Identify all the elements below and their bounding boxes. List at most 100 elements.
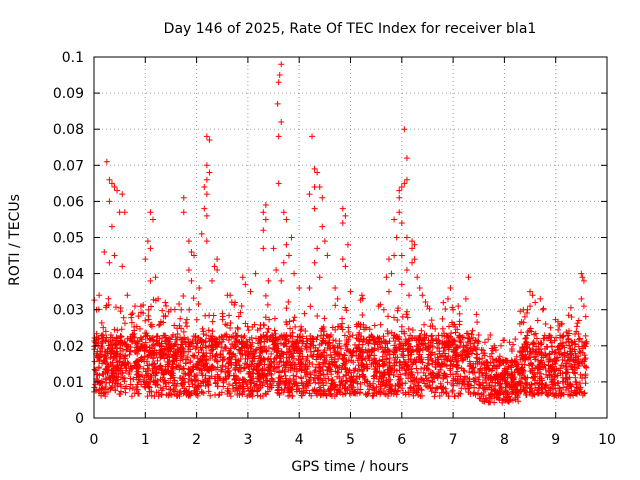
roti-point <box>252 382 259 389</box>
roti-point <box>352 341 359 348</box>
roti-point <box>510 376 517 383</box>
roti-point <box>221 332 228 339</box>
roti-point <box>398 183 405 190</box>
roti-point <box>502 387 509 394</box>
roti-point <box>152 274 159 281</box>
roti-point <box>121 362 128 369</box>
roti-point <box>497 376 504 383</box>
roti-point <box>99 384 106 391</box>
roti-point <box>412 358 419 365</box>
roti-point <box>527 348 534 355</box>
roti-point <box>411 381 418 388</box>
roti-point <box>287 332 294 339</box>
roti-point <box>482 374 489 381</box>
roti-point <box>579 345 586 352</box>
roti-point <box>257 333 264 340</box>
roti-point <box>167 306 174 313</box>
y-tick-label: 0.02 <box>53 339 84 355</box>
roti-point <box>163 343 170 350</box>
roti-point <box>578 295 585 302</box>
x-tick-label: 4 <box>295 432 304 448</box>
roti-point <box>385 313 392 320</box>
roti-point <box>180 293 187 300</box>
roti-point <box>375 378 382 385</box>
roti-point <box>300 363 307 370</box>
roti-point <box>171 388 178 395</box>
roti-point <box>124 292 131 299</box>
roti-point <box>523 339 530 346</box>
roti-point <box>468 331 475 338</box>
roti-point <box>237 309 244 316</box>
roti-point <box>488 350 495 357</box>
roti-point <box>566 342 573 349</box>
roti-point <box>141 374 148 381</box>
roti-point <box>332 285 339 292</box>
roti-point <box>537 358 544 365</box>
roti-point <box>219 310 226 317</box>
roti-point <box>132 339 139 346</box>
roti-point <box>451 356 458 363</box>
roti-point <box>135 358 142 365</box>
axis-ticks <box>93 56 608 419</box>
roti-point <box>470 360 477 367</box>
roti-point <box>517 371 524 378</box>
roti-point <box>487 332 494 339</box>
roti-point <box>165 335 172 342</box>
roti-point <box>514 366 521 373</box>
roti-point <box>432 389 439 396</box>
roti-point <box>547 385 554 392</box>
roti-point <box>158 387 165 394</box>
roti-point <box>553 392 560 399</box>
roti-point <box>457 375 464 382</box>
roti-point <box>527 303 534 310</box>
roti-point <box>93 371 100 378</box>
roti-point <box>155 389 162 396</box>
roti-point <box>476 395 483 402</box>
roti-point <box>272 354 279 361</box>
roti-point <box>148 303 155 310</box>
roti-point <box>289 353 296 360</box>
roti-point <box>267 355 274 362</box>
roti-point <box>471 339 478 346</box>
roti-point <box>118 326 125 333</box>
roti-point <box>247 373 254 380</box>
roti-point <box>391 216 398 223</box>
roti-point <box>490 362 497 369</box>
roti-point <box>432 335 439 342</box>
roti-point <box>399 380 406 387</box>
roti-point <box>371 372 378 379</box>
roti-point <box>195 377 202 384</box>
roti-point <box>326 344 333 351</box>
roti-point <box>112 304 119 311</box>
roti-point <box>122 389 129 396</box>
roti-point <box>214 358 221 365</box>
roti-point <box>131 390 138 397</box>
roti-point <box>303 335 310 342</box>
roti-point <box>248 334 255 341</box>
roti-point <box>279 367 286 374</box>
roti-point <box>146 362 153 369</box>
roti-point <box>398 351 405 358</box>
roti-point <box>181 334 188 341</box>
roti-point <box>245 327 252 334</box>
roti-point <box>474 345 481 352</box>
roti-point <box>335 369 342 376</box>
roti-point <box>526 345 533 352</box>
roti-point <box>320 371 327 378</box>
roti-point <box>467 345 474 352</box>
roti-point <box>572 374 579 381</box>
x-tick-label: 6 <box>397 432 406 448</box>
roti-point <box>357 381 364 388</box>
roti-point <box>343 372 350 379</box>
roti-point <box>482 358 489 365</box>
roti-point <box>187 359 194 366</box>
roti-point <box>232 359 239 366</box>
roti-point <box>288 234 295 241</box>
roti-point <box>346 333 353 340</box>
roti-point <box>414 369 421 376</box>
roti-point <box>462 295 469 302</box>
roti-point <box>206 169 213 176</box>
roti-point <box>343 307 350 314</box>
roti-point <box>249 357 256 364</box>
roti-point <box>400 352 407 359</box>
